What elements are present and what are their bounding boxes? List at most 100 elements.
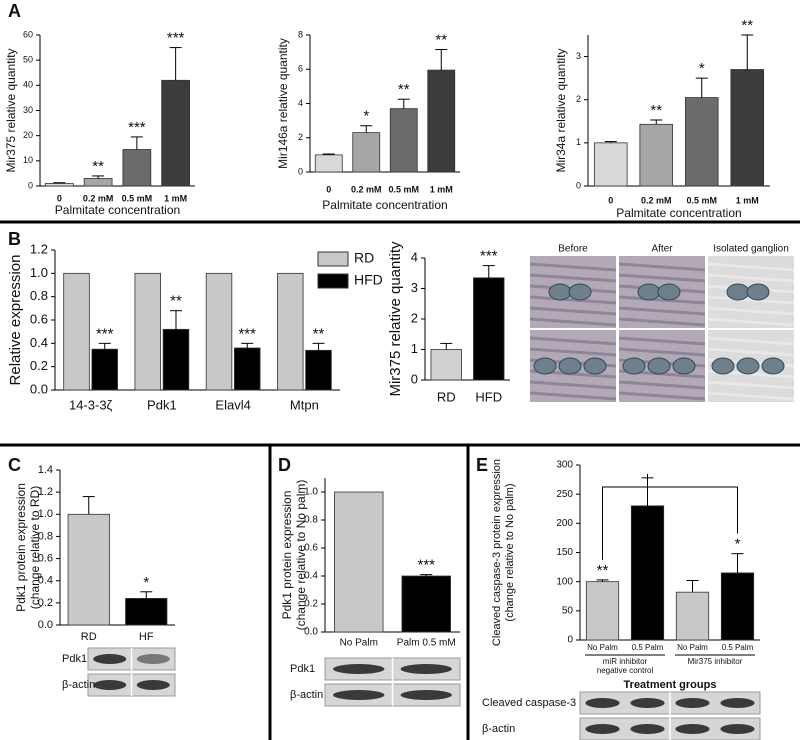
y-axis-label: (change relative to No palm): [504, 483, 516, 621]
ganglion: [583, 357, 607, 375]
x-tick-label: 0: [57, 193, 62, 203]
panel-label: A: [8, 1, 21, 21]
bar: [401, 575, 451, 633]
significance: ***: [417, 557, 435, 574]
x-tick-label: Palm 0.5 mM: [397, 638, 456, 649]
ganglion: [533, 357, 557, 375]
micrograph-fiber: [618, 380, 706, 390]
significance: **: [435, 32, 447, 49]
y-tick-label: 1: [576, 137, 581, 147]
group-label: negative control: [597, 666, 654, 675]
x-tick-label: RD: [81, 631, 97, 643]
x-tick-label: 0.2 mM: [351, 184, 382, 194]
x-tick-label: 0.5 Palm: [722, 643, 754, 652]
bar: [352, 132, 381, 173]
x-tick-label: HF: [139, 631, 154, 643]
blot-band: [720, 698, 755, 708]
y-axis-label: Cleaved caspase-3 protein expression: [491, 459, 503, 646]
y-axis-label: Mir146a relative quantity: [276, 38, 290, 169]
group-label: miR inhibitor: [603, 657, 648, 666]
ganglion: [746, 283, 770, 301]
blot-band: [333, 690, 385, 700]
x-tick-label: No Palm: [340, 638, 378, 649]
x-tick-label: 1 mM: [736, 195, 759, 205]
significance: **: [650, 102, 662, 119]
y-tick-label: 3: [576, 51, 581, 61]
y-tick-label: 300: [556, 460, 573, 471]
blot-band: [400, 690, 452, 700]
legend-swatch: [317, 251, 349, 267]
blot-label: β-actin: [482, 723, 515, 735]
bar: [730, 69, 765, 187]
y-tick-label: 0.6: [304, 543, 318, 554]
y-tick-label: 4: [298, 98, 303, 108]
y-tick-label: 50: [23, 55, 33, 65]
micrograph-fiber: [707, 336, 795, 346]
blot-band: [630, 698, 665, 708]
ganglion: [568, 283, 592, 301]
micrograph-fiber: [529, 317, 617, 327]
micrograph-fiber: [618, 306, 706, 316]
bar: [134, 272, 161, 391]
significance: **: [92, 158, 104, 175]
x-tick-label: No Palm: [677, 643, 708, 652]
significance: ***: [480, 248, 498, 265]
y-axis-label: Mir375 relative quantity: [4, 48, 18, 172]
y-tick-label: 0: [567, 635, 573, 646]
significance: *: [699, 60, 705, 77]
blot-band: [675, 724, 710, 734]
x-tick-label: Mtpn: [290, 397, 319, 412]
y-tick-label: 0.0: [30, 381, 48, 396]
y-tick-label: 20: [23, 130, 33, 140]
micrograph-fiber: [529, 336, 617, 346]
y-tick-label: 0: [28, 180, 33, 190]
blot-band: [93, 654, 127, 664]
significance: ***: [167, 30, 185, 47]
bar: [277, 272, 304, 391]
micrograph-fiber: [618, 262, 706, 272]
y-tick-label: 1.0: [304, 487, 318, 498]
micrograph-label: Before: [558, 244, 588, 255]
y-tick-label: 8: [298, 29, 303, 39]
y-tick-label: 0.8: [304, 515, 318, 526]
y-axis-label: (change relative to RD): [28, 486, 42, 609]
ganglion: [622, 357, 646, 375]
y-tick-label: 2: [411, 310, 418, 325]
micrograph-fiber: [707, 273, 795, 283]
ganglion: [657, 283, 681, 301]
significance: **: [398, 81, 410, 98]
legend-label: RD: [354, 250, 374, 266]
y-tick-label: 100: [556, 576, 573, 587]
bar: [91, 348, 118, 391]
ganglion: [672, 357, 696, 375]
micrograph-label: After: [651, 244, 673, 255]
x-axis-label: Palmitate concentration: [616, 206, 741, 220]
significance: *: [143, 574, 149, 591]
y-tick-label: 2: [298, 132, 303, 142]
y-tick-label: 0.2: [38, 597, 53, 609]
micrograph-fiber: [707, 380, 795, 390]
group-label: Mir375 inhibitor: [688, 657, 743, 666]
y-tick-label: 30: [23, 105, 33, 115]
y-tick-label: 1.0: [38, 508, 53, 520]
micrograph-fiber: [707, 295, 795, 305]
y-tick-label: 0.4: [304, 571, 318, 582]
significance: *: [363, 108, 369, 125]
micrograph-fiber: [529, 273, 617, 283]
bar: [593, 142, 628, 187]
y-tick-label: 0.6: [30, 311, 48, 326]
y-tick-label: 0: [411, 371, 418, 386]
y-tick-label: 0.6: [38, 552, 53, 564]
x-tick-label: Elavl4: [215, 397, 250, 412]
blot-band: [333, 664, 385, 674]
micrograph-fiber: [618, 273, 706, 283]
x-axis-label: Palmitate concentration: [322, 198, 447, 212]
x-tick-label: RD: [437, 389, 456, 404]
x-tick-label: 1 mM: [164, 193, 187, 203]
y-tick-label: 0.4: [38, 575, 53, 587]
x-tick-label: 0.5 mM: [388, 184, 419, 194]
micrograph-label: Isolated ganglion: [713, 244, 789, 255]
micrograph-fiber: [707, 317, 795, 327]
bar: [334, 491, 384, 633]
significance: **: [597, 562, 609, 579]
